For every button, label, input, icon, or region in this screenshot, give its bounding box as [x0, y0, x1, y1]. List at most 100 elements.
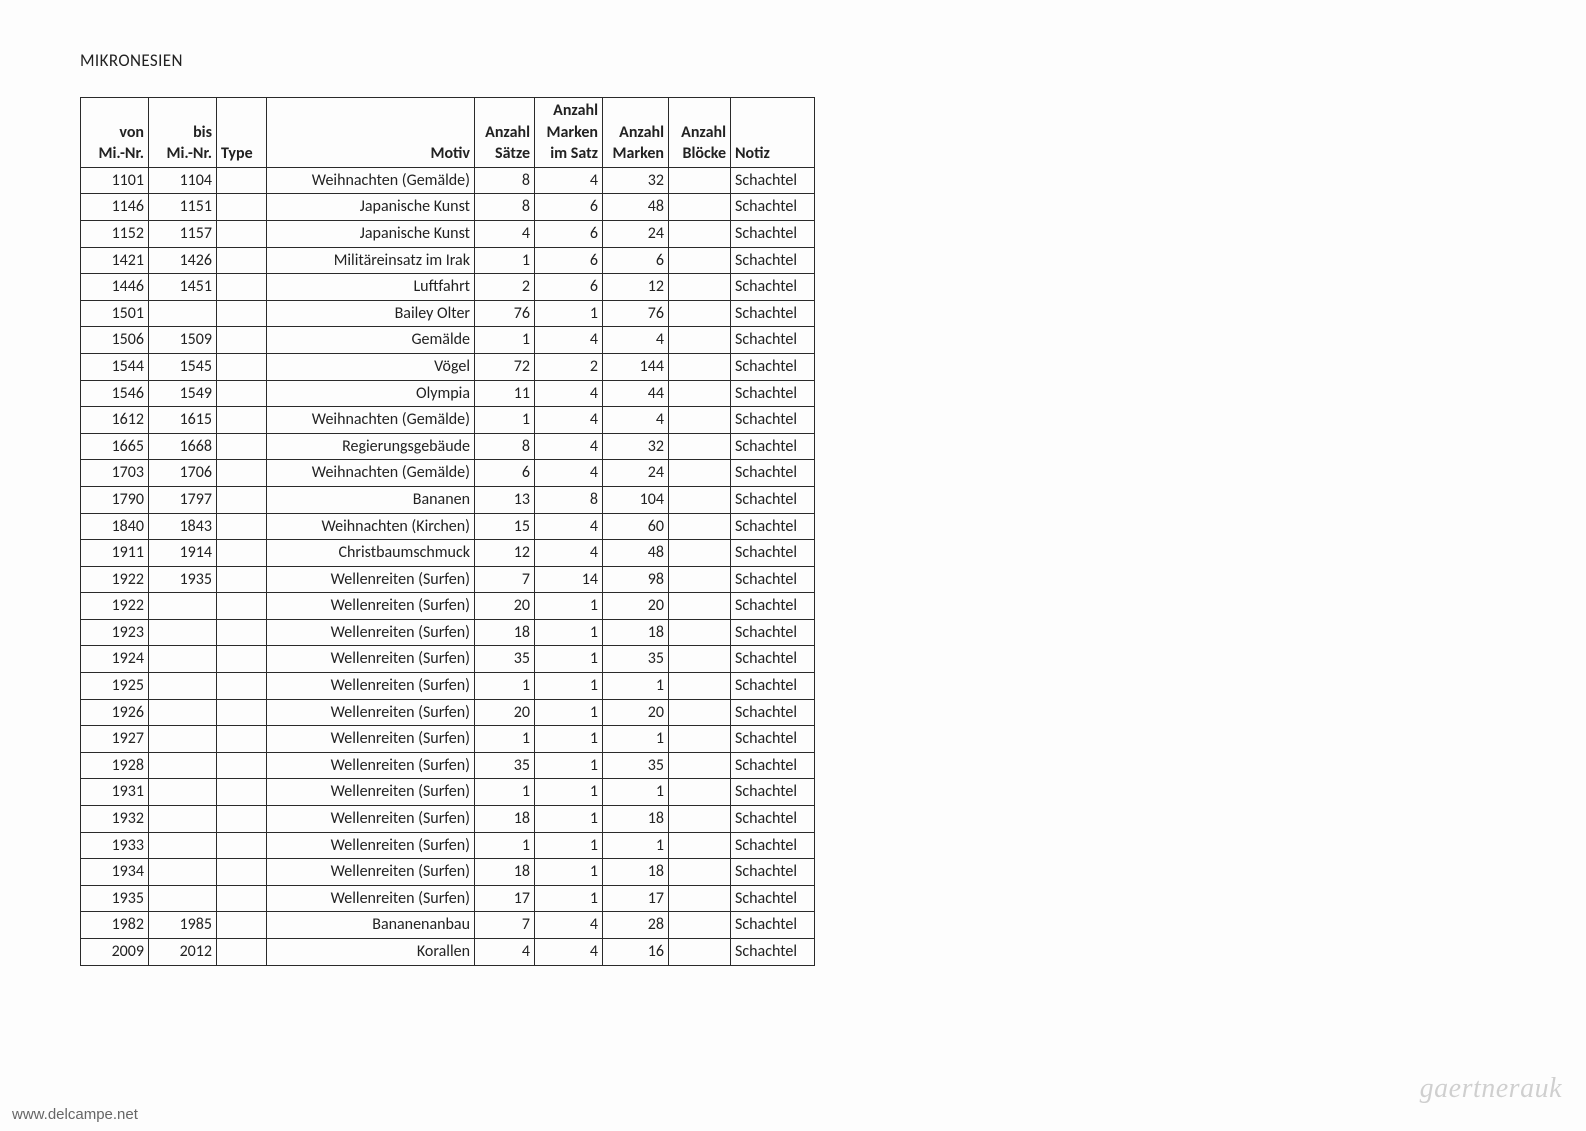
- cell-bloecke: [669, 646, 731, 673]
- cell-saetze: 6: [475, 460, 535, 487]
- cell-saetze: 1: [475, 779, 535, 806]
- cell-von: 1931: [81, 779, 149, 806]
- cell-bis: 1509: [149, 327, 217, 354]
- cell-saetze: 20: [475, 593, 535, 620]
- cell-von: 1911: [81, 540, 149, 567]
- data-table: vonMi.-Nr.bisMi.-Nr.TypeMotivAnzahlSätze…: [80, 97, 815, 966]
- cell-type: [217, 247, 267, 274]
- cell-motiv: Wellenreiten (Surfen): [267, 859, 475, 886]
- cell-von: 1922: [81, 593, 149, 620]
- cell-type: [217, 167, 267, 194]
- cell-bis: 1545: [149, 353, 217, 380]
- cell-notiz: Schachtel: [731, 380, 815, 407]
- cell-saetze: 4: [475, 939, 535, 966]
- cell-type: [217, 460, 267, 487]
- cell-bis: 2012: [149, 939, 217, 966]
- cell-type: [217, 673, 267, 700]
- cell-von: 1703: [81, 460, 149, 487]
- cell-bis: 1451: [149, 274, 217, 301]
- table-row: 1927Wellenreiten (Surfen)111Schachtel: [81, 726, 815, 753]
- cell-notiz: Schachtel: [731, 300, 815, 327]
- cell-saetze: 7: [475, 912, 535, 939]
- cell-ims: 4: [535, 380, 603, 407]
- cell-bloecke: [669, 566, 731, 593]
- cell-type: [217, 619, 267, 646]
- cell-notiz: Schachtel: [731, 593, 815, 620]
- cell-notiz: Schachtel: [731, 832, 815, 859]
- cell-bloecke: [669, 460, 731, 487]
- cell-notiz: Schachtel: [731, 912, 815, 939]
- cell-von: 1926: [81, 699, 149, 726]
- table-row: 15441545Vögel722144Schachtel: [81, 353, 815, 380]
- cell-von: 1546: [81, 380, 149, 407]
- cell-motiv: Wellenreiten (Surfen): [267, 646, 475, 673]
- table-row: 14211426Militäreinsatz im Irak166Schacht…: [81, 247, 815, 274]
- cell-marken: 18: [603, 806, 669, 833]
- cell-marken: 28: [603, 912, 669, 939]
- table-row: 1501Bailey Olter76176Schachtel: [81, 300, 815, 327]
- cell-bis: [149, 806, 217, 833]
- cell-ims: 4: [535, 912, 603, 939]
- cell-ims: 1: [535, 673, 603, 700]
- cell-notiz: Schachtel: [731, 167, 815, 194]
- cell-notiz: Schachtel: [731, 274, 815, 301]
- cell-marken: 104: [603, 486, 669, 513]
- cell-ims: 1: [535, 885, 603, 912]
- cell-motiv: Weihnachten (Gemälde): [267, 407, 475, 434]
- table-head: vonMi.-Nr.bisMi.-Nr.TypeMotivAnzahlSätze…: [81, 98, 815, 168]
- cell-marken: 35: [603, 646, 669, 673]
- table-row: 1922Wellenreiten (Surfen)20120Schachtel: [81, 593, 815, 620]
- cell-bloecke: [669, 593, 731, 620]
- cell-type: [217, 327, 267, 354]
- cell-type: [217, 752, 267, 779]
- cell-saetze: 8: [475, 433, 535, 460]
- cell-motiv: Weihnachten (Kirchen): [267, 513, 475, 540]
- cell-type: [217, 486, 267, 513]
- cell-type: [217, 939, 267, 966]
- cell-ims: 1: [535, 619, 603, 646]
- cell-motiv: Bananenanbau: [267, 912, 475, 939]
- table-row: 1935Wellenreiten (Surfen)17117Schachtel: [81, 885, 815, 912]
- cell-von: 1927: [81, 726, 149, 753]
- col-header-notiz: Notiz: [731, 98, 815, 168]
- cell-marken: 1: [603, 726, 669, 753]
- cell-notiz: Schachtel: [731, 885, 815, 912]
- cell-saetze: 1: [475, 832, 535, 859]
- cell-motiv: Wellenreiten (Surfen): [267, 885, 475, 912]
- cell-notiz: Schachtel: [731, 327, 815, 354]
- table-row: 1923Wellenreiten (Surfen)18118Schachtel: [81, 619, 815, 646]
- cell-marken: 60: [603, 513, 669, 540]
- cell-motiv: Wellenreiten (Surfen): [267, 752, 475, 779]
- cell-type: [217, 300, 267, 327]
- cell-bloecke: [669, 726, 731, 753]
- cell-motiv: Wellenreiten (Surfen): [267, 779, 475, 806]
- cell-motiv: Japanische Kunst: [267, 220, 475, 247]
- cell-saetze: 1: [475, 726, 535, 753]
- cell-marken: 48: [603, 194, 669, 221]
- cell-motiv: Gemälde: [267, 327, 475, 354]
- table-row: 15461549Olympia11444Schachtel: [81, 380, 815, 407]
- col-header-ims: AnzahlMarkenim Satz: [535, 98, 603, 168]
- cell-notiz: Schachtel: [731, 460, 815, 487]
- cell-saetze: 20: [475, 699, 535, 726]
- cell-saetze: 12: [475, 540, 535, 567]
- cell-saetze: 35: [475, 646, 535, 673]
- cell-motiv: Wellenreiten (Surfen): [267, 566, 475, 593]
- cell-saetze: 72: [475, 353, 535, 380]
- cell-notiz: Schachtel: [731, 566, 815, 593]
- cell-type: [217, 566, 267, 593]
- table-row: 16121615Weihnachten (Gemälde)144Schachte…: [81, 407, 815, 434]
- cell-notiz: Schachtel: [731, 779, 815, 806]
- cell-type: [217, 194, 267, 221]
- cell-bloecke: [669, 247, 731, 274]
- cell-bloecke: [669, 806, 731, 833]
- cell-bis: 1157: [149, 220, 217, 247]
- cell-bloecke: [669, 832, 731, 859]
- cell-bloecke: [669, 859, 731, 886]
- cell-saetze: 1: [475, 327, 535, 354]
- cell-motiv: Bananen: [267, 486, 475, 513]
- cell-marken: 35: [603, 752, 669, 779]
- cell-marken: 6: [603, 247, 669, 274]
- cell-motiv: Wellenreiten (Surfen): [267, 699, 475, 726]
- cell-notiz: Schachtel: [731, 513, 815, 540]
